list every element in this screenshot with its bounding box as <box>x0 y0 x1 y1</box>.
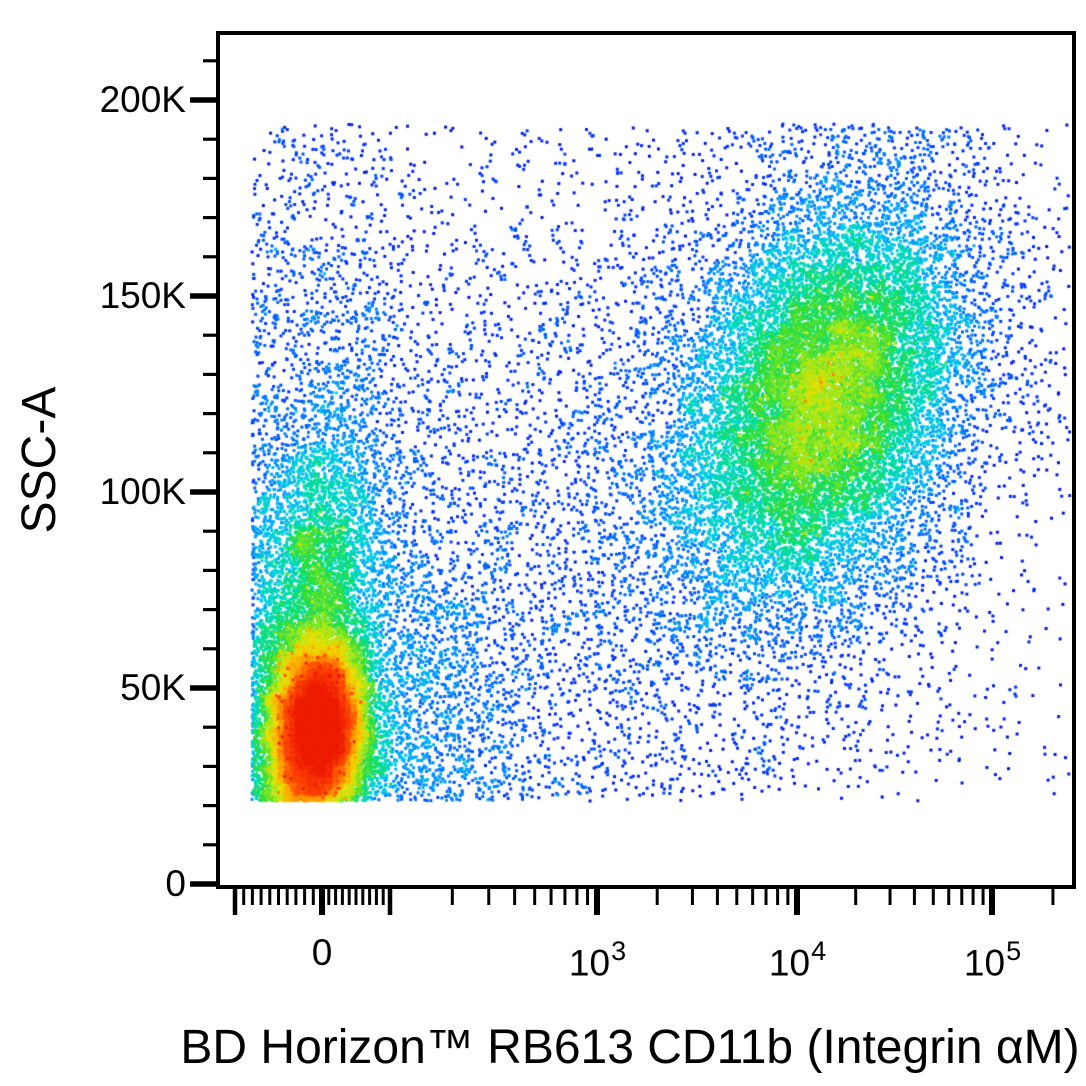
x-tick-label-10e5: 105 <box>963 932 1022 984</box>
x-tick-label-10e4: 104 <box>768 932 827 984</box>
x-tick-label-10e3: 103 <box>568 932 627 984</box>
tick-exponent: 5 <box>1006 936 1022 966</box>
y-tick-label-150K: 150K <box>99 275 186 316</box>
y-axis-title: SSC-A <box>13 386 66 534</box>
tick-base: 10 <box>768 942 811 984</box>
y-tick-label-100K: 100K <box>99 471 186 512</box>
y-tick-label-50K: 50K <box>120 667 186 708</box>
tick-base: 10 <box>568 942 611 984</box>
tick-base: 10 <box>963 942 1006 984</box>
y-tick-label-0: 0 <box>165 863 186 904</box>
y-tick-label-200K: 200K <box>99 79 186 120</box>
x-tick-label-0: 0 <box>311 932 333 973</box>
tick-exponent: 4 <box>811 936 827 966</box>
x-axis-title: BD Horizon™ RB613 CD11b (Integrin αM) <box>180 1021 1080 1074</box>
tick-exponent: 3 <box>611 936 627 966</box>
